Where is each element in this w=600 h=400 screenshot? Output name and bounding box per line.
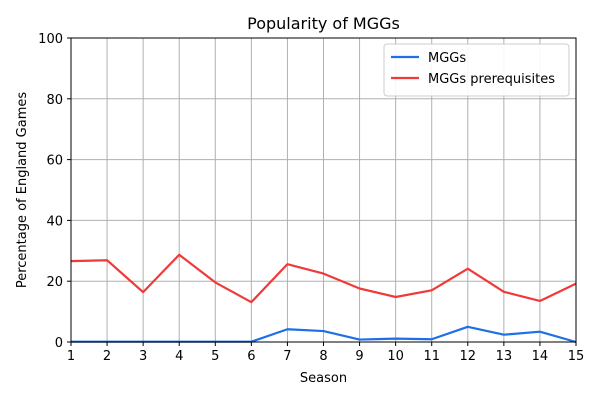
series-line xyxy=(70,253,577,304)
x-tick-label: 1 xyxy=(67,349,75,364)
x-tick-label: 5 xyxy=(211,349,219,364)
legend-box xyxy=(383,43,570,97)
x-tick-label: 7 xyxy=(283,349,291,364)
x-tick-label: 2 xyxy=(103,349,111,364)
legend-label: MGGs xyxy=(428,51,466,66)
x-tick-label: 11 xyxy=(423,349,440,364)
legend-label: MGGs prerequisites xyxy=(428,72,555,87)
x-axis-label: Season xyxy=(300,371,347,386)
x-tick-label: 4 xyxy=(175,349,183,364)
x-tick-label: 10 xyxy=(387,349,404,364)
x-tick-label: 13 xyxy=(496,349,513,364)
y-tick-label: 80 xyxy=(46,93,63,108)
x-axis: 1 2 3 4 5 6 7 8 9 10 11 12 13 14 15 xyxy=(67,342,584,364)
x-tick-label: 9 xyxy=(355,349,363,364)
x-tick-label: 14 xyxy=(532,349,549,364)
legend: MGGs MGGs prerequisites xyxy=(383,43,570,97)
x-tick-label: 6 xyxy=(247,349,255,364)
x-tick-label: 3 xyxy=(139,349,147,364)
x-tick-label: 12 xyxy=(460,349,477,364)
chart-title: Popularity of MGGs xyxy=(247,14,400,33)
y-tick-label: 100 xyxy=(38,32,63,47)
y-tick-label: 60 xyxy=(46,154,63,169)
y-tick-label: 20 xyxy=(46,275,63,290)
y-tick-label: 0 xyxy=(55,336,63,351)
x-tick-label: 15 xyxy=(568,349,585,364)
x-tick-label: 8 xyxy=(319,349,327,364)
y-tick-label: 40 xyxy=(46,214,63,229)
y-axis: 0 20 40 60 80 100 xyxy=(38,32,71,351)
y-axis-label: Percentage of England Games xyxy=(15,92,30,289)
